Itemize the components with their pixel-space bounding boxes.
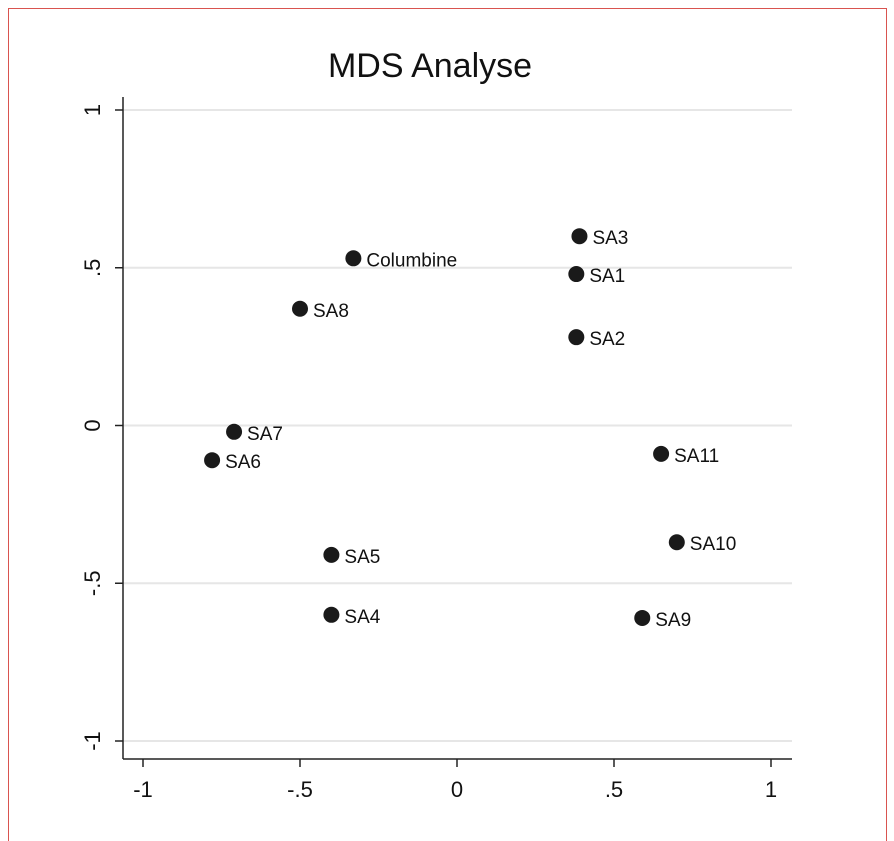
point-sa4 <box>323 606 340 623</box>
y-tick-label: .5 <box>80 259 105 277</box>
point-sa8 <box>292 300 308 317</box>
point-sa10 <box>668 534 685 551</box>
point-label-sa11: SA11 <box>674 446 719 467</box>
x-tick-label: .5 <box>605 777 623 802</box>
point-label-sa4: SA4 <box>344 607 380 628</box>
y-tick-label: -1 <box>80 731 105 751</box>
x-tick-label: -1 <box>133 777 153 802</box>
chart-title: MDS Analyse <box>328 47 532 85</box>
point-label-sa5: SA5 <box>344 547 380 568</box>
point-label-sa9: SA9 <box>655 610 691 631</box>
point-sa7 <box>226 423 243 440</box>
axes: -1 -.5 0 .5 1 -1 -.5 0 .5 1 <box>80 97 792 802</box>
point-label-sa8: SA8 <box>313 301 349 322</box>
point-sa1 <box>568 266 585 283</box>
figure-frame <box>8 8 887 841</box>
point-sa11 <box>653 445 670 462</box>
y-tick-label: 1 <box>80 104 105 116</box>
point-sa5 <box>323 546 340 563</box>
point-label-sa2: SA2 <box>589 329 625 350</box>
x-tick-label: 0 <box>451 777 463 802</box>
x-tick-label: 1 <box>765 777 777 802</box>
point-label-columbine: Columbine <box>366 250 457 271</box>
point-sa3 <box>571 228 588 245</box>
gridlines <box>123 109 792 742</box>
x-tick-label: -.5 <box>287 777 313 802</box>
point-sa9 <box>634 609 651 626</box>
point-label-sa6: SA6 <box>225 452 261 473</box>
point-sa2 <box>568 329 585 346</box>
point-label-sa7: SA7 <box>247 424 283 445</box>
y-tick-label: -.5 <box>80 570 105 596</box>
point-label-sa10: SA10 <box>690 534 736 555</box>
point-label-sa1: SA1 <box>589 266 625 287</box>
data-points: SA3 Columbine SA1 SA8 SA2 SA7 SA6 SA11 SA10 SA5 SA… <box>204 228 736 631</box>
point-sa6 <box>204 452 221 469</box>
point-label-sa3: SA3 <box>592 228 628 249</box>
y-tick-label: 0 <box>80 419 105 431</box>
point-columbine <box>345 250 362 267</box>
